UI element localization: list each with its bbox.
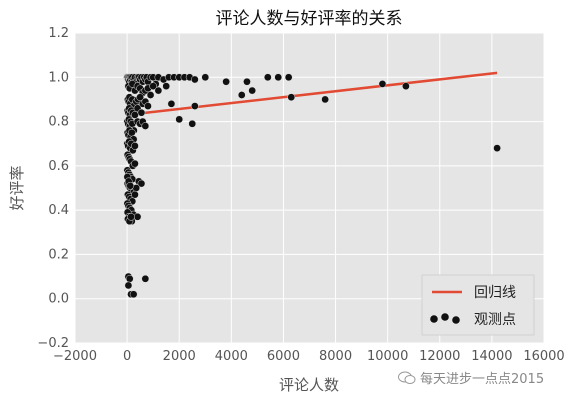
watermark: 每天进步一点点2015 <box>398 368 544 387</box>
x-tick-label: −2000 <box>53 349 97 364</box>
y-axis-title: 好评率 <box>8 165 26 210</box>
data-point <box>124 281 133 290</box>
data-point <box>127 128 136 137</box>
legend-point-swatch <box>430 315 438 323</box>
data-point <box>201 73 210 82</box>
x-tick-label: 6000 <box>267 349 300 364</box>
x-axis-title: 评论人数 <box>279 376 339 394</box>
x-tick-label: 16000 <box>523 349 564 364</box>
data-point <box>287 93 296 102</box>
y-tick-label: 0.8 <box>48 115 69 130</box>
watermark-text: 每天进步一点点2015 <box>420 372 545 387</box>
data-point <box>188 119 197 128</box>
y-tick-label: 1.2 <box>48 26 69 41</box>
data-point <box>129 290 138 299</box>
data-point <box>131 111 139 119</box>
data-point <box>131 142 139 150</box>
data-point <box>274 73 283 82</box>
y-tick-label: 0.4 <box>48 203 69 218</box>
data-point <box>131 190 139 199</box>
wechat-icon <box>398 371 416 384</box>
data-point <box>141 274 150 283</box>
x-tick-label: 2000 <box>163 349 196 364</box>
observation-points <box>123 73 501 299</box>
data-point <box>125 274 134 283</box>
x-tick-label: 10000 <box>367 349 408 364</box>
regression-line <box>126 71 498 117</box>
data-point <box>321 95 329 104</box>
data-point <box>237 91 246 99</box>
data-point <box>167 100 176 108</box>
data-point <box>248 86 257 95</box>
x-tick-label: 12000 <box>419 349 460 364</box>
x-tick-label: 0 <box>123 349 131 364</box>
data-point <box>402 82 410 90</box>
legend-point-swatch <box>452 316 460 324</box>
data-point <box>378 80 387 88</box>
data-point <box>222 77 230 86</box>
data-point <box>136 93 144 102</box>
y-axis-ticks: −0.2 0.0 0.2 0.4 0.6 0.8 1.0 1.2 <box>37 26 69 351</box>
legend-label-line: 回归线 <box>474 284 516 301</box>
data-point <box>493 144 501 152</box>
y-tick-label: 1.0 <box>48 70 69 85</box>
data-point <box>137 108 146 117</box>
data-point <box>284 73 293 82</box>
x-tick-label: 14000 <box>471 349 512 364</box>
data-point <box>137 179 146 188</box>
grid-lines <box>74 32 545 344</box>
y-tick-label: 0.2 <box>48 247 69 262</box>
data-point <box>131 159 139 168</box>
data-point <box>243 77 251 86</box>
legend-label-points: 观测点 <box>474 312 516 328</box>
data-point <box>191 102 199 110</box>
data-point <box>149 82 158 90</box>
x-tick-label: 8000 <box>319 349 352 364</box>
legend-box <box>421 274 535 336</box>
y-tick-label: −0.2 <box>37 336 69 351</box>
data-point <box>162 82 171 90</box>
data-point <box>263 73 272 82</box>
data-point <box>175 115 184 124</box>
x-axis-ticks: −2000 0 2000 4000 6000 8000 10000 12000 14000 160… <box>53 349 565 364</box>
data-point <box>146 91 155 99</box>
chart-title: 评论人数与好评率的关系 <box>216 9 403 29</box>
data-point <box>191 75 199 84</box>
legend-point-swatch <box>441 313 449 321</box>
y-tick-label: 0.0 <box>48 292 69 307</box>
x-tick-label: 4000 <box>215 349 248 364</box>
data-point <box>154 86 163 95</box>
data-point <box>127 212 135 221</box>
data-point <box>144 102 152 110</box>
data-point <box>141 122 150 130</box>
y-tick-label: 0.6 <box>48 159 69 174</box>
data-point <box>126 181 135 190</box>
legend: 回归线 观测点 <box>421 274 535 336</box>
